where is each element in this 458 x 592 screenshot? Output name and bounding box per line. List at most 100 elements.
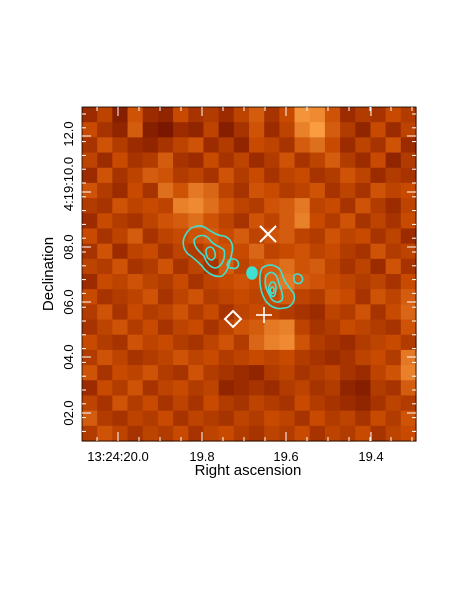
heatmap-cell [279,198,296,214]
heatmap-cell [218,152,235,169]
heatmap-cell [218,122,235,138]
heatmap-cell [370,274,387,290]
heatmap-cell [249,410,265,427]
heatmap-cell [355,425,372,442]
heatmap-cell [309,182,326,199]
heatmap-cell [203,380,220,397]
heatmap-cell [294,349,311,366]
heatmap-cell [324,152,341,169]
heatmap-cell [400,198,417,214]
heatmap-cell [385,182,402,199]
radio-contours [182,225,304,310]
heatmap-cell [233,425,250,442]
heatmap-cell [82,289,98,305]
heatmap-cell [400,334,417,351]
heatmap-cell [249,319,265,336]
heatmap-cell [249,365,265,381]
heatmap-cell [279,349,296,366]
heatmap-cell [355,167,372,184]
heatmap-cell [370,152,387,169]
heatmap-cell [324,258,341,275]
heatmap-cell [294,304,311,321]
heatmap-cell [340,380,356,397]
heatmap-cell [309,258,326,275]
heatmap-cell [142,107,159,123]
heatmap-cell [188,213,205,230]
heatmap-cell [112,228,129,245]
heatmap-cell [309,349,326,366]
heatmap-cell [264,167,280,184]
heatmap-cell [355,137,372,154]
heatmap-cell [233,152,250,169]
heatmap-cell [370,380,387,397]
heatmap-cell [82,304,98,321]
heatmap-cell [97,334,113,351]
heatmap-cell [157,349,174,366]
heatmap-cell [385,258,402,275]
heatmap-cell [203,395,220,412]
heatmap-cell [309,334,326,351]
heatmap-cell [142,410,159,427]
heatmap-cell [112,334,129,351]
heatmap-cell [97,425,113,442]
heatmap-cell [400,228,417,245]
heatmap-cell [340,289,356,305]
heatmap-cell [112,198,129,214]
heatmap-cell [294,410,311,427]
heatmap-cell [309,425,326,442]
x-tick-label: 19.6 [273,449,298,464]
heatmap-cell [385,122,402,138]
heatmap-cell [233,167,250,184]
heatmap-cell [324,107,341,123]
heatmap-cell [249,228,265,245]
heatmap-cell [188,410,205,427]
heatmap-cell [127,182,144,199]
heatmap-cell [82,274,98,290]
heatmap-cell [127,319,144,336]
x-tick-labels: 13:24:20.0 19.8 19.6 19.4 [87,449,383,464]
heatmap-cell [309,198,326,214]
y-tick-label: 08.0 [61,234,76,259]
heatmap-cell [294,319,311,336]
heatmap-cell [157,107,174,123]
heatmap-cell [97,228,113,245]
heatmap-cell [340,334,356,351]
y-tick-labels: 02.0 04.0 06.0 08.0 4:19:10.0 12.0 [61,121,76,425]
heatmap-cell [82,410,98,427]
heatmap-cell [324,395,341,412]
heatmap-cell [112,365,129,381]
heatmap-cell [279,289,296,305]
heatmap-cell [340,410,356,427]
heatmap-cell [97,319,113,336]
heatmap-cell [385,289,402,305]
heatmap-cell [294,334,311,351]
heatmap-cell [400,213,417,230]
heatmap-cell [249,349,265,366]
heatmap-cell [370,304,387,321]
heatmap-cell [385,380,402,397]
heatmap-cell [188,198,205,214]
heatmap-cell [385,167,402,184]
heatmap-cell [400,107,417,123]
heatmap-image [82,107,417,442]
heatmap-cell [233,289,250,305]
heatmap-cell [279,228,296,245]
heatmap-cell [264,349,280,366]
heatmap-cell [309,395,326,412]
heatmap-cell [233,137,250,154]
heatmap-cell [324,182,341,199]
heatmap-cell [400,122,417,138]
heatmap-cell [264,319,280,336]
heatmap-cell [294,213,311,230]
heatmap-cell [82,137,98,154]
heatmap-cell [82,167,98,184]
heatmap-cell [127,107,144,123]
x-tick-label: 19.8 [189,449,214,464]
heatmap-cell [264,425,280,442]
heatmap-cell [355,258,372,275]
heatmap-cell [400,167,417,184]
heatmap-cell [233,334,250,351]
heatmap-cell [370,410,387,427]
heatmap-cell [385,425,402,442]
